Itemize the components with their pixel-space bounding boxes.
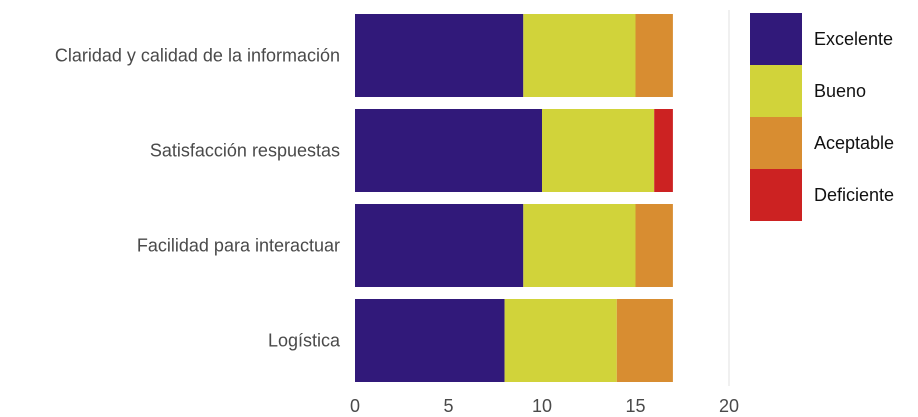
category-labels: Claridad y calidad de la información Sati… <box>55 46 341 351</box>
legend-label-deficiente: Deficiente <box>814 185 894 205</box>
category-label: Satisfacción respuestas <box>150 141 340 161</box>
bar-segment-bueno-2 <box>523 204 636 287</box>
legend-swatch-bueno <box>750 65 802 117</box>
x-tick-label: 0 <box>350 396 360 416</box>
bar-segment-bueno-0 <box>523 14 636 97</box>
category-label: Logística <box>268 331 341 351</box>
bar-segment-excelente-2 <box>355 204 524 287</box>
x-tick-label: 5 <box>443 396 453 416</box>
x-tick-label: 10 <box>532 396 552 416</box>
bar-segment-bueno-3 <box>504 299 617 382</box>
legend-swatch-aceptable <box>750 117 802 169</box>
chart-bars <box>355 14 673 382</box>
bar-segment-aceptable-3 <box>616 299 673 382</box>
x-tick-label: 20 <box>719 396 739 416</box>
x-axis-ticks: 0 5 10 15 20 <box>350 396 739 416</box>
legend-swatch-deficiente <box>750 169 802 221</box>
legend-label-excelente: Excelente <box>814 29 893 49</box>
legend-swatch-excelente <box>750 13 802 65</box>
bar-segment-aceptable-0 <box>635 14 673 97</box>
legend-label-aceptable: Aceptable <box>814 133 894 153</box>
bar-segment-aceptable-2 <box>635 204 673 287</box>
category-label: Claridad y calidad de la información <box>55 46 340 66</box>
bar-segment-excelente-0 <box>355 14 524 97</box>
bar-segment-bueno-1 <box>542 109 655 192</box>
chart-legend: Excelente Bueno Aceptable Deficiente <box>750 13 894 221</box>
bar-segment-excelente-1 <box>355 109 542 192</box>
x-tick-label: 15 <box>625 396 645 416</box>
category-label: Facilidad para interactuar <box>137 236 340 256</box>
legend-label-bueno: Bueno <box>814 81 866 101</box>
bar-segment-deficiente-1 <box>654 109 673 192</box>
bar-segment-excelente-3 <box>355 299 505 382</box>
